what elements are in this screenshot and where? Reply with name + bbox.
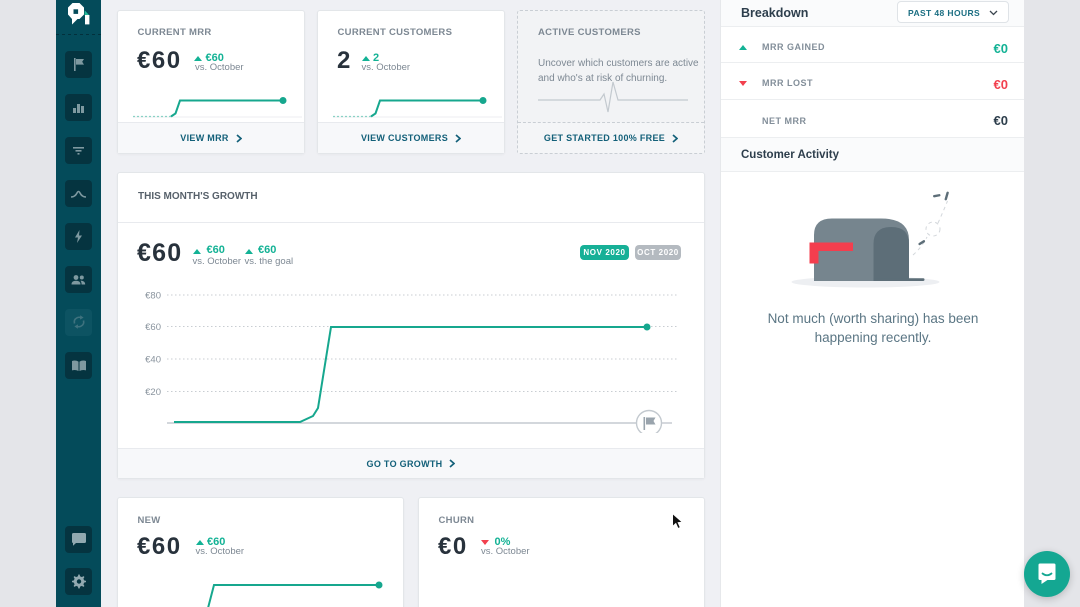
svg-text:€40: €40 [145,355,161,366]
svg-text:€20: €20 [145,387,161,398]
svg-text:€80: €80 [145,291,161,302]
svg-text:€60: €60 [145,322,161,333]
